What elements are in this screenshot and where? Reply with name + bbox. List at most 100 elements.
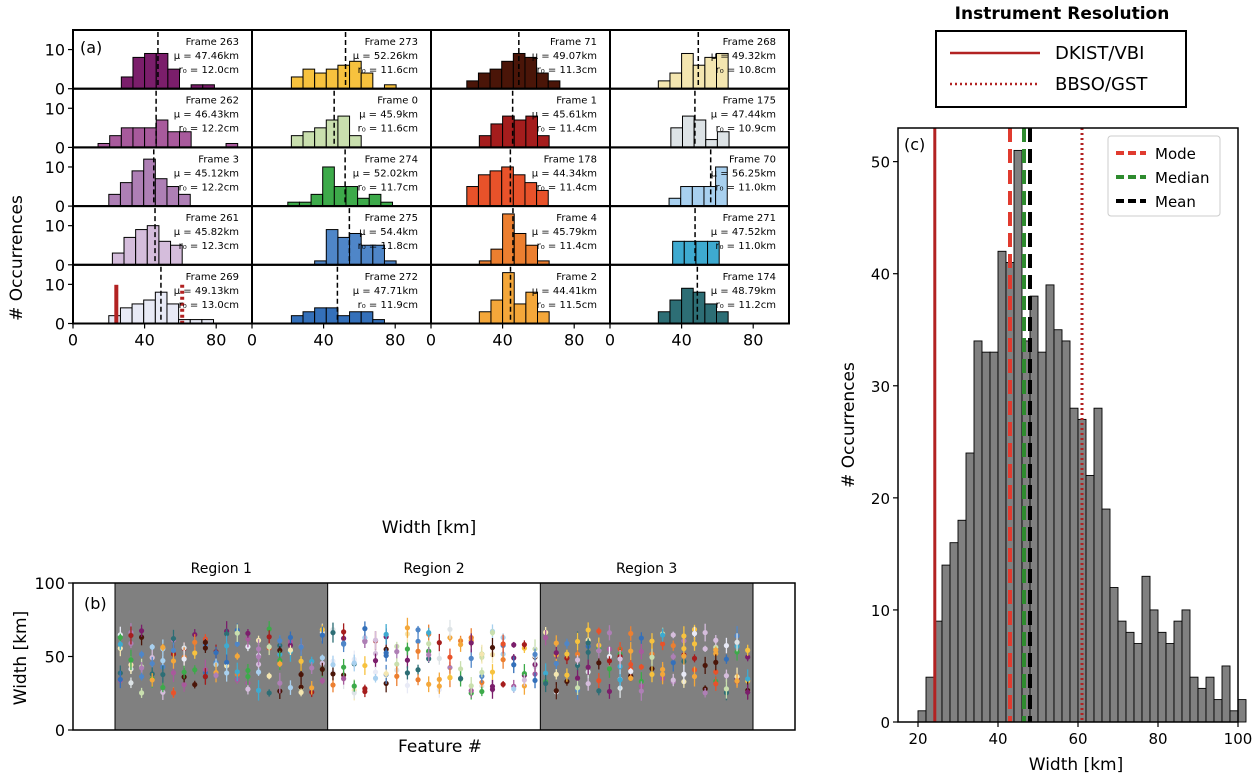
feature-point	[319, 666, 325, 672]
feature-point	[457, 675, 464, 682]
frame-label: Frame 4	[556, 213, 597, 224]
feature-point	[372, 658, 379, 664]
histogram-bar	[989, 351, 999, 723]
feature-point	[426, 630, 432, 636]
dkist-legend-label: DKIST/VBI	[1055, 43, 1144, 64]
feature-point	[117, 676, 123, 683]
histogram-bar	[325, 307, 339, 325]
mu-label: μ = 45.12km	[174, 168, 239, 179]
feature-point	[745, 654, 751, 660]
feature-point	[553, 688, 559, 694]
r0-label: r₀ = 11.6cm	[358, 65, 418, 76]
y-tick-label: 0	[55, 721, 65, 740]
feature-point	[138, 628, 145, 634]
feature-point	[479, 688, 485, 695]
feature-point	[574, 675, 581, 681]
histogram-bar	[154, 178, 168, 207]
panel-c-xlabel: Width [km]	[1029, 755, 1123, 775]
histogram-bar	[681, 287, 694, 324]
feature-point	[532, 651, 538, 657]
feature-point	[277, 647, 283, 653]
histogram-bar	[466, 80, 479, 90]
r0-label: r₀ = 11.2cm	[716, 300, 776, 311]
mu-label: μ = 44.34km	[532, 168, 597, 179]
feature-point	[606, 688, 613, 695]
histogram-bar	[1197, 687, 1207, 723]
feature-point	[681, 633, 687, 639]
x-tick-label: 20	[908, 730, 927, 748]
feature-point	[372, 675, 379, 681]
feature-point	[468, 683, 474, 689]
feature-point	[362, 685, 368, 692]
feature-point	[649, 671, 655, 677]
y-tick-label: 10	[45, 158, 65, 177]
bbso-legend-label: BBSO/GST	[1055, 74, 1148, 95]
feature-point	[638, 664, 644, 670]
feature-point	[670, 654, 676, 660]
histogram-bar	[680, 186, 693, 207]
histogram-bar	[489, 68, 503, 90]
feature-point	[574, 638, 581, 645]
histogram-bar	[135, 229, 148, 266]
r0-label: r₀ = 12.3cm	[179, 241, 239, 252]
feature-point	[574, 657, 581, 663]
x-tick-label: 0	[68, 331, 78, 350]
feature-point	[713, 669, 719, 675]
feature-point	[128, 632, 134, 639]
histogram-bar	[290, 315, 304, 325]
panel-c-ylabel: # Occurrences	[839, 362, 859, 488]
y-tick-label: 0	[880, 714, 890, 732]
x-tick-label: 80	[1148, 730, 1167, 748]
histogram-bar	[345, 186, 359, 207]
feature-point	[298, 689, 304, 695]
feature-point	[713, 647, 719, 653]
histogram-bar	[1045, 284, 1055, 723]
feature-point	[702, 662, 708, 669]
feature-point	[723, 686, 730, 692]
histogram-bar	[705, 139, 718, 148]
histogram-bar	[524, 182, 538, 207]
feature-point	[404, 646, 411, 652]
histogram-bar	[1061, 340, 1071, 723]
r0-label: r₀ = 12.2cm	[179, 124, 239, 135]
y-tick-label: 0	[55, 315, 65, 334]
histogram-bar	[512, 174, 526, 207]
histogram-bar	[120, 127, 134, 148]
histogram-bar	[302, 131, 316, 148]
histogram-bar	[681, 52, 694, 90]
feature-point	[160, 689, 166, 695]
histogram-bar	[477, 174, 491, 207]
feature-point	[266, 634, 272, 640]
histogram-bar	[108, 193, 121, 207]
feature-point	[415, 667, 421, 673]
feature-point	[170, 647, 177, 654]
feature-point	[117, 634, 123, 641]
x-tick-label: 40	[313, 331, 333, 350]
histogram-bar	[178, 193, 191, 207]
feature-point	[319, 655, 325, 661]
panel-a-xlabel: Width [km]	[382, 518, 476, 538]
feature-point	[138, 665, 145, 671]
feature-point	[638, 648, 644, 655]
feature-point	[128, 680, 134, 686]
feature-point	[202, 673, 208, 680]
feature-point	[202, 645, 208, 651]
frame-label: Frame 1	[556, 96, 597, 107]
feature-point	[319, 632, 325, 638]
mu-label: μ = 54.4km	[359, 227, 418, 238]
histogram-bar	[166, 186, 180, 207]
histogram-bar	[368, 193, 382, 207]
feature-point	[341, 641, 347, 647]
feature-point	[404, 657, 411, 663]
histogram-bar	[1037, 351, 1047, 723]
histogram-bar	[131, 303, 145, 324]
feature-point	[553, 650, 559, 656]
feature-point	[489, 669, 496, 675]
mu-label: μ = 45.79km	[532, 227, 597, 238]
x-tick-label: 80	[385, 331, 405, 350]
feature-point	[553, 660, 559, 667]
feature-point	[160, 684, 166, 691]
panel-b-label: (b)	[84, 594, 107, 613]
feature-point	[298, 684, 304, 690]
